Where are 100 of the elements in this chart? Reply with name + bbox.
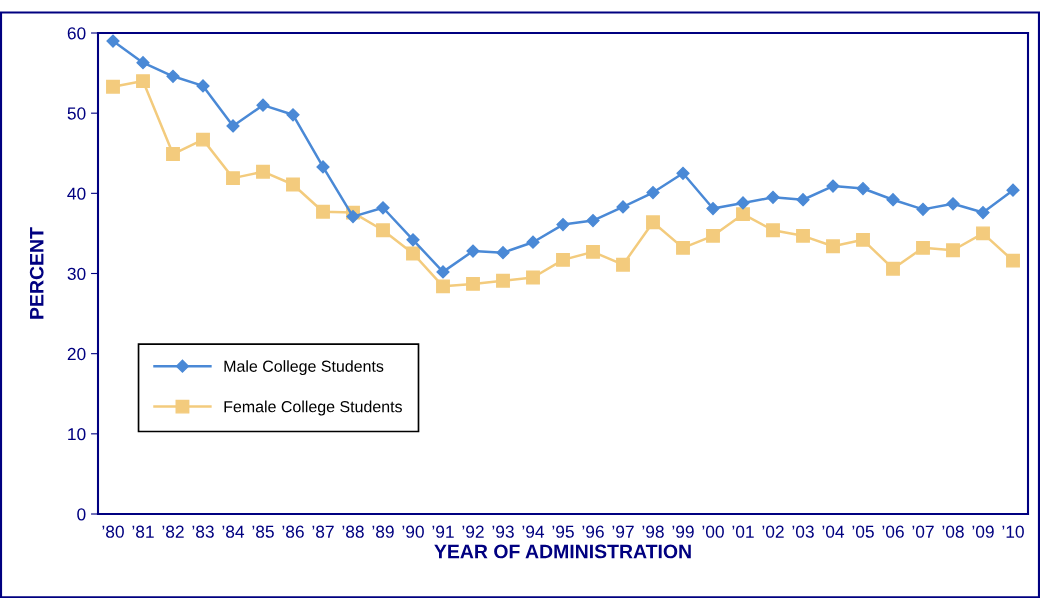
point <box>316 204 330 219</box>
point <box>196 132 210 147</box>
point <box>256 164 270 179</box>
point <box>226 119 240 133</box>
y-tick-label: 0 <box>77 508 86 521</box>
x-tick-label: ’87 <box>312 525 334 538</box>
y-tick-label: 20 <box>67 347 86 361</box>
x-tick-label: ’80 <box>102 525 124 538</box>
point <box>916 240 930 255</box>
point <box>556 252 570 267</box>
point <box>466 276 480 291</box>
x-axis-title: YEAR OF ADMINISTRATION <box>434 544 691 559</box>
point <box>496 273 510 288</box>
point <box>946 197 960 211</box>
x-tick-label: ’93 <box>492 525 514 538</box>
y-tick-label: 30 <box>67 267 86 280</box>
point <box>586 244 600 259</box>
point <box>436 265 450 279</box>
point <box>496 246 510 260</box>
x-tick-label: ’84 <box>222 525 245 538</box>
y-tick-label: 60 <box>67 27 86 40</box>
legend-label: Female College Students <box>224 400 402 416</box>
x-tick-label: ’83 <box>192 525 214 538</box>
point <box>286 177 300 192</box>
point <box>646 215 660 230</box>
x-tick-label: ’05 <box>852 525 874 538</box>
point <box>196 79 210 93</box>
point <box>286 108 300 122</box>
x-tick-label: ’10 <box>1002 525 1024 538</box>
point <box>106 79 120 94</box>
x-tick-label: ’03 <box>792 525 814 538</box>
point <box>706 228 720 243</box>
x-tick-label: ’89 <box>372 525 394 538</box>
x-tick-label: ’02 <box>762 525 784 538</box>
point <box>616 200 630 214</box>
point <box>946 243 960 258</box>
point <box>1006 183 1020 197</box>
point <box>856 181 870 196</box>
legend-label: Male College Students <box>224 360 384 376</box>
point <box>1006 253 1020 268</box>
point <box>166 69 180 83</box>
point <box>826 179 840 193</box>
point <box>136 56 150 70</box>
point <box>376 201 390 215</box>
point <box>706 201 720 216</box>
point <box>646 185 660 200</box>
point <box>886 261 900 276</box>
point <box>736 196 750 210</box>
point <box>526 235 540 249</box>
point <box>976 205 990 220</box>
x-tick-label: ’82 <box>162 525 184 538</box>
x-tick-label: ’99 <box>672 525 694 538</box>
y-tick-label: 10 <box>68 428 86 441</box>
point <box>466 244 480 258</box>
point <box>886 193 900 207</box>
x-tick-label: ’96 <box>582 525 604 538</box>
y-tick-label: 40 <box>67 187 86 200</box>
point <box>106 34 120 48</box>
point <box>556 218 570 232</box>
point <box>586 214 600 228</box>
x-tick-label: ’06 <box>882 525 904 538</box>
x-tick-label: ’00 <box>702 525 724 538</box>
y-axis-title: PERCENT <box>29 227 44 319</box>
x-tick-label: ’09 <box>972 525 994 538</box>
point <box>766 190 780 204</box>
point <box>766 223 780 238</box>
point <box>736 207 750 222</box>
point <box>376 223 390 238</box>
point <box>916 202 930 216</box>
point <box>976 226 990 241</box>
point <box>256 98 270 112</box>
point <box>616 257 630 272</box>
point <box>406 233 420 247</box>
point <box>436 279 450 294</box>
x-tick-label: ’88 <box>342 525 364 538</box>
x-tick-label: ’85 <box>252 525 274 538</box>
point <box>406 246 420 261</box>
point <box>676 240 690 255</box>
point <box>526 270 540 285</box>
x-tick-label: ’07 <box>912 525 934 538</box>
x-tick-label: ’98 <box>642 525 664 538</box>
x-tick-label: ’94 <box>522 525 545 538</box>
point <box>166 147 180 161</box>
point <box>826 239 840 254</box>
x-tick-label: ’86 <box>282 525 304 538</box>
x-tick-label: ’95 <box>552 525 574 538</box>
x-tick-label: ’97 <box>612 525 634 538</box>
y-tick-label: 50 <box>67 107 86 120</box>
point <box>226 171 240 186</box>
x-tick-label: ’90 <box>402 525 424 538</box>
point <box>316 160 330 174</box>
point <box>346 209 360 224</box>
x-tick-label: ’81 <box>132 525 154 538</box>
x-tick-label: ’04 <box>822 525 845 538</box>
x-tick-label: ’91 <box>432 525 454 538</box>
point <box>856 232 870 247</box>
x-tick-label: ’08 <box>942 525 964 538</box>
point <box>796 193 810 207</box>
point <box>676 166 690 180</box>
point <box>136 74 150 89</box>
